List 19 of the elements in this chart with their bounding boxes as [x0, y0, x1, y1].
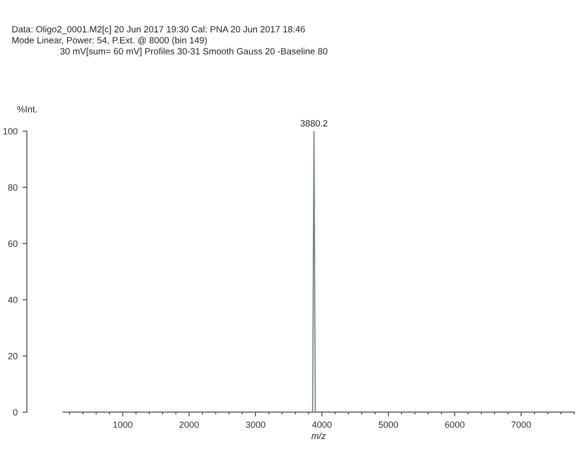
y-tick-label: 0	[13, 409, 18, 416]
y-tick-label: 40	[8, 296, 18, 304]
x-tick-label: 2000	[180, 421, 199, 428]
text: 30 mV[sum= 60 mV] Profiles 30-31 Smooth Gauss 20 -Baseline 80	[60, 48, 328, 56]
x-tick-label: 6000	[445, 421, 464, 428]
chart-title: Data: Oligo2_0001.M2[c] 20 Jun 2017 19:30 Cal: PNA 20 Jun 2017 18:46	[12, 26, 305, 34]
x-axis-title: m/z	[311, 432, 326, 440]
y-tick-label: 80	[8, 184, 18, 191]
x-tick-label: 1000	[113, 421, 132, 428]
y-tick-label: 60	[8, 240, 18, 247]
y-axis-title: %Int.	[17, 106, 37, 112]
y-tick-label: 100	[3, 128, 18, 134]
y-tick-label: 20	[8, 352, 18, 360]
x-tick-label: 5000	[378, 421, 398, 428]
chart-subtitle: Mode Linear, Power: 54, P.Ext. @ 8000 (bin 149)	[12, 36, 207, 46]
x-tick-label: 7000	[512, 421, 531, 428]
x-tick-label: 4000	[312, 421, 332, 428]
x-tick-label: 3000	[246, 421, 266, 428]
annotation: 3880.2	[300, 120, 328, 127]
